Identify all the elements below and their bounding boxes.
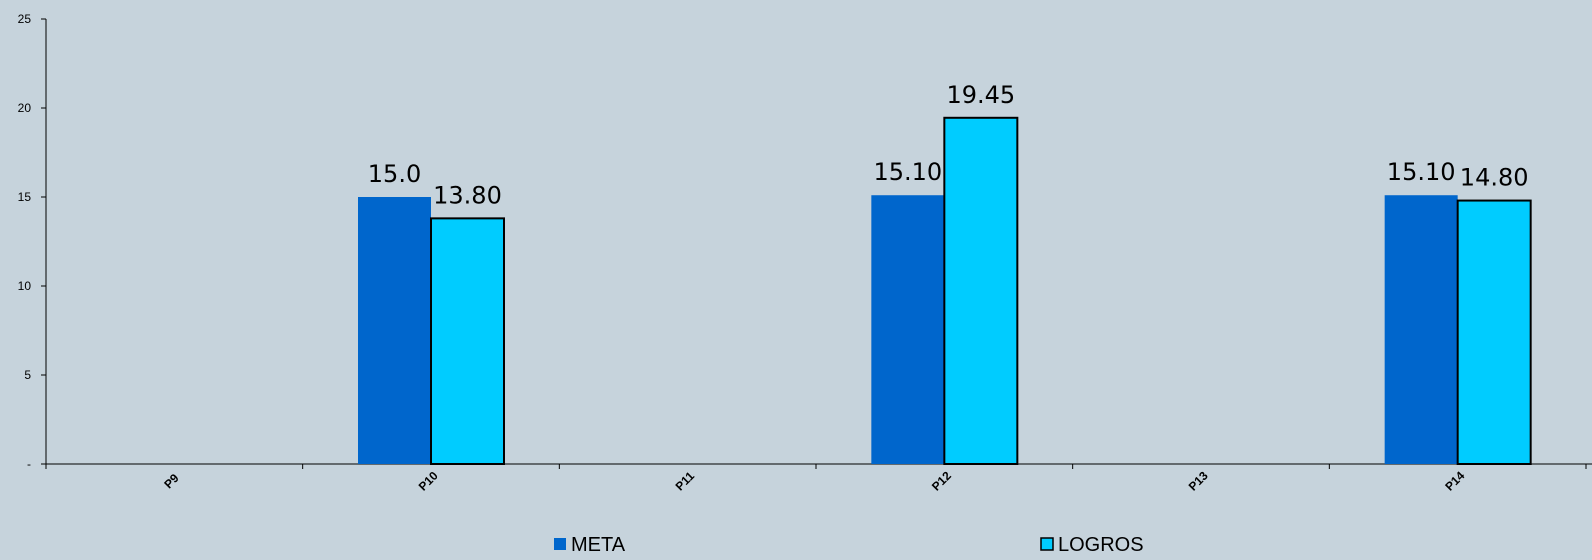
x-tick-label: P14 <box>1442 468 1467 493</box>
x-tick-label: P9 <box>161 471 182 492</box>
y-tick-label: 10 <box>18 279 32 293</box>
legend-label-logros: LOGROS <box>1058 534 1144 556</box>
legend-swatch-logros <box>1040 537 1054 551</box>
bar-meta <box>358 197 431 464</box>
data-label: 15.10 <box>873 158 942 186</box>
x-tick-label: P13 <box>1186 468 1211 493</box>
x-axis: P9 P10 P11 P12 P13 P14 <box>45 463 1592 494</box>
y-tick-label: - <box>27 457 31 471</box>
data-label: 14.80 <box>1460 164 1529 192</box>
data-label: 15.10 <box>1387 158 1456 186</box>
legend: META LOGROS <box>554 534 1144 556</box>
y-axis: - 5 10 15 20 25 <box>18 12 47 471</box>
y-tick-label: 5 <box>24 368 31 382</box>
bar-logros <box>430 217 505 465</box>
y-tick-label: 15 <box>18 190 32 204</box>
y-tick-label: 25 <box>18 12 32 26</box>
legend-swatch-meta <box>554 538 566 550</box>
data-label: 15.0 <box>368 160 421 188</box>
data-labels: 15.0 15.10 15.10 13.80 19.45 14.80 <box>368 81 1529 210</box>
data-label: 13.80 <box>433 181 502 209</box>
bar-meta <box>1384 195 1458 464</box>
bar-meta <box>871 195 945 464</box>
x-tick-label: P11 <box>673 469 698 494</box>
bar-logros <box>943 116 1019 465</box>
bar-logros <box>1456 199 1532 465</box>
x-tick-label: P12 <box>929 468 954 493</box>
x-tick-label: P10 <box>416 468 441 493</box>
data-label: 19.45 <box>946 81 1015 109</box>
y-tick-label: 20 <box>18 101 32 115</box>
legend-label-meta: META <box>571 534 626 556</box>
bars <box>358 116 1532 465</box>
